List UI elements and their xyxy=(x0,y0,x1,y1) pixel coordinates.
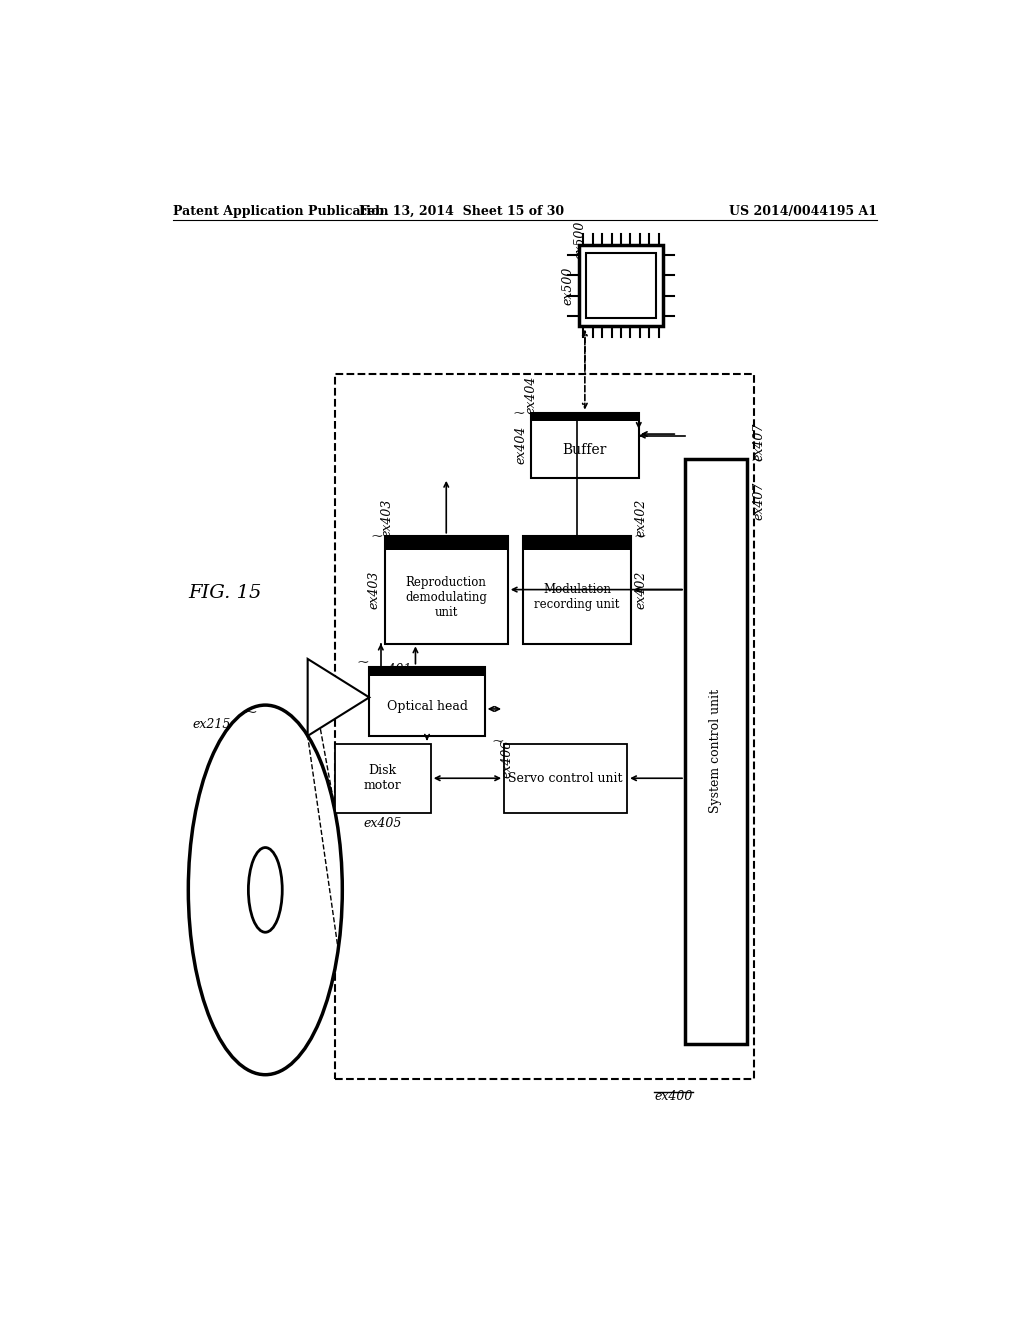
Text: Reproduction
demodulating
unit: Reproduction demodulating unit xyxy=(406,576,487,619)
Text: ~: ~ xyxy=(371,531,383,544)
Text: ~: ~ xyxy=(243,702,257,719)
Text: ex405: ex405 xyxy=(364,817,402,830)
Text: ex404: ex404 xyxy=(524,376,538,414)
Text: Patent Application Publication: Patent Application Publication xyxy=(173,205,388,218)
Text: ex407: ex407 xyxy=(753,422,766,461)
Bar xyxy=(685,459,746,1044)
Polygon shape xyxy=(307,659,370,737)
Text: ex400: ex400 xyxy=(654,1090,692,1104)
Bar xyxy=(523,536,631,549)
Text: ex500: ex500 xyxy=(573,220,587,259)
Text: ~: ~ xyxy=(513,407,525,421)
Text: Feb. 13, 2014  Sheet 15 of 30: Feb. 13, 2014 Sheet 15 of 30 xyxy=(359,205,564,218)
Text: ex404: ex404 xyxy=(514,426,527,465)
Text: Servo control unit: Servo control unit xyxy=(508,772,623,785)
Text: ex406: ex406 xyxy=(500,739,513,777)
Text: ex403: ex403 xyxy=(381,499,394,537)
Bar xyxy=(335,374,755,1078)
Bar xyxy=(523,536,631,644)
Text: Modulation
recording unit: Modulation recording unit xyxy=(535,583,620,611)
Text: ex407: ex407 xyxy=(753,482,766,520)
Text: FIG. 15: FIG. 15 xyxy=(188,585,262,602)
Text: System control unit: System control unit xyxy=(710,689,722,813)
Ellipse shape xyxy=(249,847,283,932)
Bar xyxy=(370,667,484,737)
Text: ex403: ex403 xyxy=(368,570,381,609)
Ellipse shape xyxy=(188,705,342,1074)
Text: ex402: ex402 xyxy=(635,499,648,537)
Text: US 2014/0044195 A1: US 2014/0044195 A1 xyxy=(729,205,878,218)
Text: ex215: ex215 xyxy=(193,718,230,731)
Text: Optical head: Optical head xyxy=(386,700,468,713)
Bar xyxy=(531,413,639,421)
Bar xyxy=(335,743,431,813)
Text: ex402: ex402 xyxy=(635,570,648,609)
Text: Disk
motor: Disk motor xyxy=(364,764,401,792)
Bar xyxy=(385,536,508,644)
Text: ex500: ex500 xyxy=(562,267,574,305)
Text: Buffer: Buffer xyxy=(562,442,607,457)
Bar xyxy=(370,667,484,676)
Text: ~: ~ xyxy=(751,454,763,469)
Bar xyxy=(579,246,664,326)
Text: ~: ~ xyxy=(492,735,504,748)
Text: ~: ~ xyxy=(634,531,646,544)
Bar xyxy=(385,536,508,549)
Bar xyxy=(531,412,639,478)
Text: ex401: ex401 xyxy=(373,663,412,676)
Text: ~: ~ xyxy=(356,656,370,669)
Bar xyxy=(587,252,655,318)
Bar xyxy=(504,743,628,813)
